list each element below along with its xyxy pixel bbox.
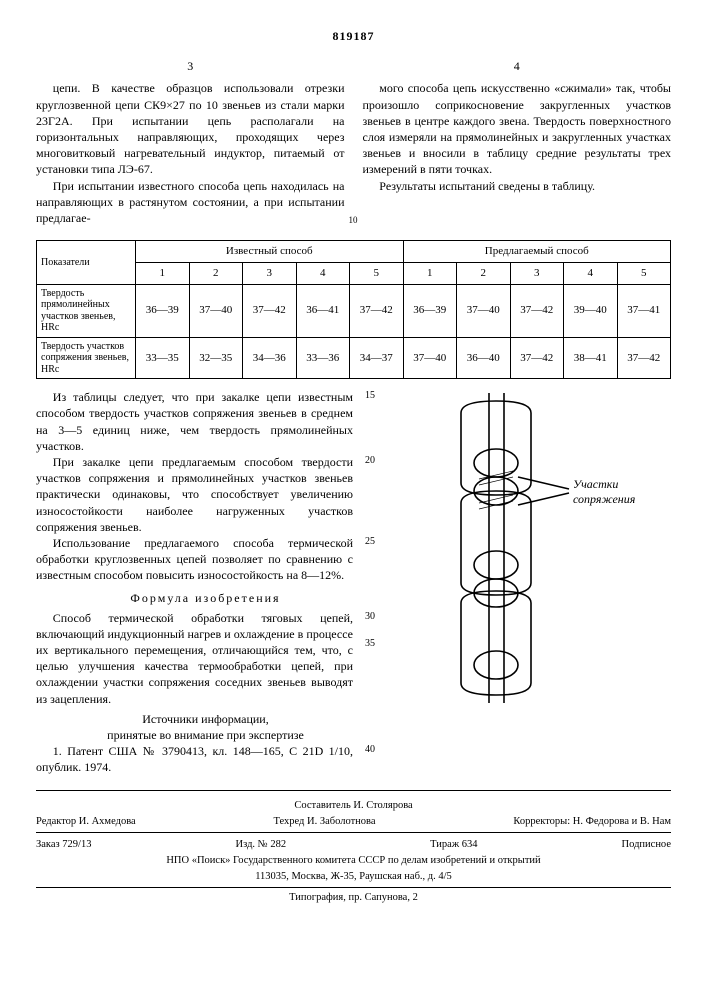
c4: 4	[296, 262, 350, 284]
sources-sub: принятые во внимание при экспертизе	[36, 727, 375, 743]
diagram-label-2: сопряжения	[573, 492, 636, 506]
c5b: 5	[617, 262, 671, 284]
cell: 37—40	[457, 284, 511, 337]
cell: 37—40	[189, 284, 243, 337]
lp4: Способ термической обработки тяговых цеп…	[36, 610, 353, 707]
right-p1: мого способа цепь искусственно «сжимали»…	[363, 80, 672, 177]
c4b: 4	[564, 262, 618, 284]
right-p2: Результаты испытаний сведены в таблицу.	[363, 178, 672, 194]
cell: 37—42	[617, 337, 671, 379]
chain-diagram: Участки сопряжения	[391, 389, 671, 775]
cell: 34—37	[350, 337, 404, 379]
org: НПО «Поиск» Государственного комитета СС…	[36, 854, 671, 868]
ln15: 15	[353, 389, 375, 454]
th-group2: Предлагаемый способ	[403, 241, 671, 263]
cell: 36—40	[457, 337, 511, 379]
print: Типография, пр. Сапунова, 2	[36, 887, 671, 905]
cell: 33—36	[296, 337, 350, 379]
cell: 38—41	[564, 337, 618, 379]
cell: 36—41	[296, 284, 350, 337]
izd: Изд. № 282	[236, 838, 287, 852]
r2-label: Твердость участков сопряжения звеньев, H…	[37, 337, 136, 379]
cell: 37—41	[617, 284, 671, 337]
th-group1: Известный способ	[136, 241, 404, 263]
c3: 3	[243, 262, 297, 284]
compiler: Составитель И. Столярова	[36, 799, 671, 813]
r1-label: Твердость прямолинейных участков звеньев…	[37, 284, 136, 337]
line-10: 10	[349, 214, 358, 226]
lp1: Из таблицы следует, что при закалке цепи…	[36, 389, 353, 454]
c1b: 1	[403, 262, 457, 284]
tech: Техред И. Заболотнова	[274, 815, 376, 829]
c2: 2	[189, 262, 243, 284]
left-p1: цепи. В качестве образцов использовали о…	[36, 80, 345, 177]
ln30: 3035	[353, 610, 375, 707]
sources-title: Источники информации,	[36, 711, 375, 727]
cell: 37—40	[403, 337, 457, 379]
cell: 36—39	[136, 284, 190, 337]
upper-columns: 3 цепи. В качестве образцов использовали…	[36, 58, 671, 226]
lp3: Использование предлагаемого способа терм…	[36, 535, 353, 584]
cell: 36—39	[403, 284, 457, 337]
formula-heading: Формула изобретения	[36, 590, 375, 606]
cell: 33—35	[136, 337, 190, 379]
c5: 5	[350, 262, 404, 284]
cell: 32—35	[189, 337, 243, 379]
left-p2: При испытании известного способа цепь на…	[36, 178, 345, 227]
tirazh: Тираж 634	[430, 838, 477, 852]
c2b: 2	[457, 262, 511, 284]
cell: 37—42	[350, 284, 404, 337]
editor: Редактор И. Ахмедова	[36, 815, 136, 829]
right-column: 4 мого способа цепь искусственно «сжимал…	[363, 58, 672, 226]
addr: 113035, Москва, Ж-35, Раушская наб., д. …	[36, 870, 671, 884]
src1: 1. Патент США № 3790413, кл. 148—165, C …	[36, 743, 353, 775]
ln40: 40	[353, 743, 375, 775]
results-table: Показатели Известный способ Предлагаемый…	[36, 240, 671, 379]
cell: 37—42	[510, 284, 564, 337]
cell: 37—42	[243, 284, 297, 337]
left-column: 3 цепи. В качестве образцов использовали…	[36, 58, 345, 226]
sub: Подписное	[622, 838, 671, 852]
chain-svg: Участки сопряжения	[401, 393, 661, 703]
lower-text: Из таблицы следует, что при закалке цепи…	[36, 389, 375, 775]
footer: Составитель И. Столярова Редактор И. Ахм…	[36, 790, 671, 906]
order: Заказ 729/13	[36, 838, 91, 852]
corr: Корректоры: Н. Федорова и В. Нам	[513, 815, 671, 829]
cell: 37—42	[510, 337, 564, 379]
ln20: 20	[353, 454, 375, 535]
lp2: При закалке цепи предлагаемым способом т…	[36, 454, 353, 535]
c3b: 3	[510, 262, 564, 284]
page-4: 4	[363, 58, 672, 74]
cell: 39—40	[564, 284, 618, 337]
patent-number: 819187	[36, 28, 671, 44]
diagram-label-1: Участки	[573, 477, 618, 491]
ln25: 25	[353, 535, 375, 584]
c1: 1	[136, 262, 190, 284]
th-label: Показатели	[37, 241, 136, 285]
cell: 34—36	[243, 337, 297, 379]
lower-section: Из таблицы следует, что при закалке цепи…	[36, 389, 671, 775]
page-3: 3	[36, 58, 345, 74]
